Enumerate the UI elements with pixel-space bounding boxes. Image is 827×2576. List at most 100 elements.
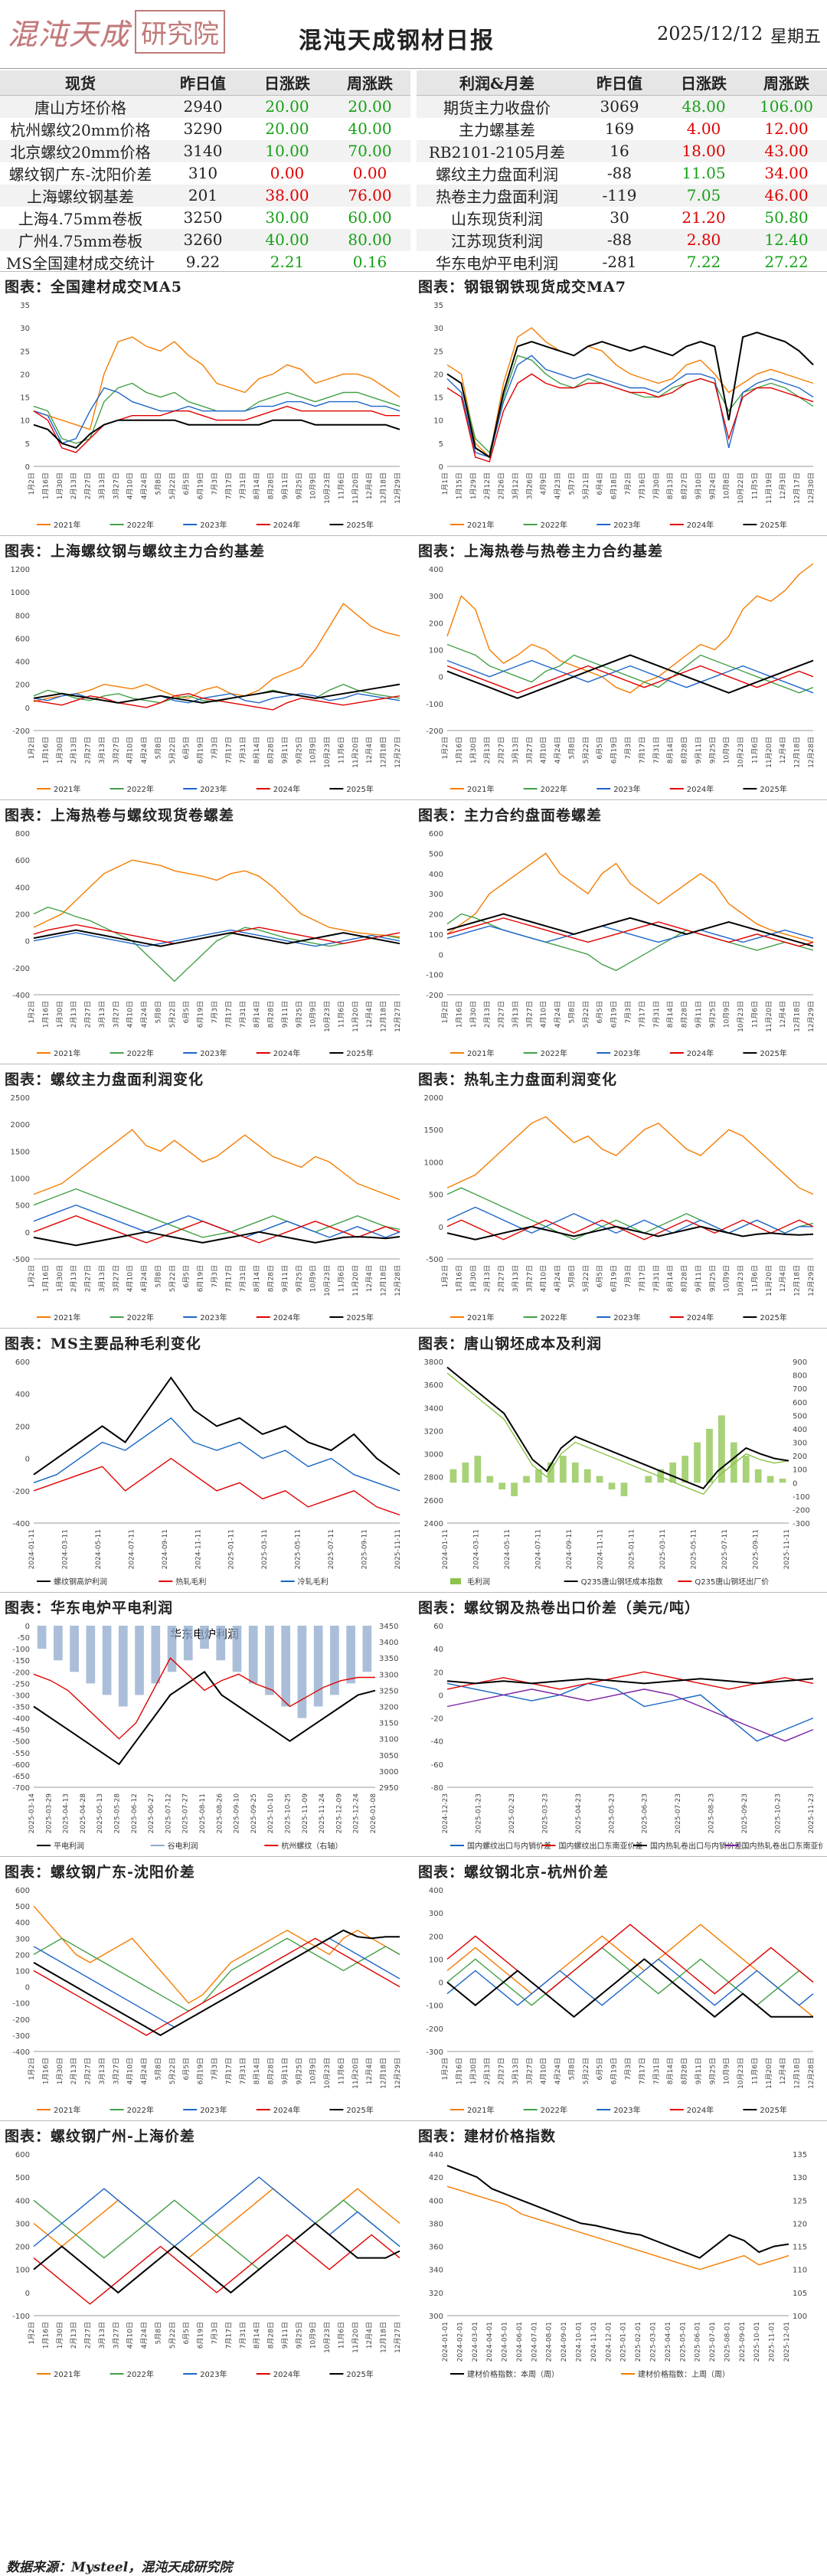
bar (37, 1626, 47, 1649)
section-divider (0, 535, 827, 536)
legend-label: 2022年 (541, 2105, 567, 2115)
x-tick-label: 10月23日 (323, 737, 332, 768)
x-tick-label: 2月13日 (70, 2322, 78, 2349)
x-tick-label: 2024-07-11 (128, 1529, 136, 1569)
x-tick-label: 11月6日 (750, 737, 759, 763)
y-tick-label: -500 (426, 1256, 443, 1264)
x-tick-label: 2024-07-01 (531, 2322, 538, 2362)
series-line (446, 355, 814, 454)
x-tick-label: 5月8日 (567, 2058, 576, 2080)
chart-title: 图表：上海热卷与螺纹现货卷螺差 (5, 807, 235, 824)
series-line (33, 906, 400, 982)
chart-title: 图表：全国建材成交MA5 (5, 279, 182, 296)
y-tick-label: 200 (15, 2244, 30, 2252)
x-tick-label: 2025-07-11 (721, 1529, 729, 1569)
x-tick-label: 9月11日 (281, 1265, 289, 1292)
x-tick-label: 2025-10-23 (775, 1793, 783, 1833)
series-line (446, 917, 814, 947)
table-cell: 10.00 (245, 139, 329, 162)
x-tick-label: 7月31日 (652, 1265, 661, 1292)
y-tick-label: 1500 (424, 1126, 443, 1135)
y-tick-label: 10 (20, 417, 30, 426)
legend-label: 2024年 (273, 1048, 300, 1058)
x-tick-label: 12月4日 (365, 472, 374, 499)
x-tick-label: 2月13日 (70, 472, 78, 499)
x-tick-label: 7月31日 (239, 1001, 247, 1028)
x-tick-label: 2024-07-11 (535, 1529, 543, 1569)
series-line (446, 654, 814, 699)
y-tick-label: -80 (431, 1784, 443, 1793)
data-source-footer: 数据来源：Mysteel，混沌天成研究院 (6, 2560, 233, 2575)
x-tick-label: 7月31日 (239, 2058, 247, 2084)
legend-label: 2022年 (127, 1048, 154, 1058)
bar (200, 1626, 209, 1649)
bar (608, 1483, 616, 1490)
series-line (446, 1372, 789, 1496)
x-tick-label: 2月27日 (498, 2058, 506, 2084)
chart-panel: -200 -100 0 100 200 300 400 500 600 1月2日 1月16日 1月30… (414, 827, 822, 1065)
y-tick-label: 500 (429, 850, 443, 858)
x-tick-label: 6月5日 (182, 1001, 191, 1023)
y-tick-label: 300 (429, 2313, 443, 2321)
chart-svg: -400 -200 0 200 400 600 2024-01-11 2024-03-11 20… (12, 1358, 402, 1587)
y-tick-label: 25 (433, 348, 443, 356)
x-tick-label: 4月24日 (140, 1265, 149, 1292)
table-header: 现货 (0, 70, 161, 96)
x-tick-label: 2月27日 (84, 2322, 93, 2349)
y-tick-label: 35 (433, 302, 443, 310)
chart-panel: -400 -300 -200 -100 0 100 200 300 400 500 600 1月2日 1… (0, 1884, 409, 2122)
x-tick-label: 5月22日 (168, 1001, 177, 1028)
y-tick-label: 200 (15, 682, 30, 690)
series-line (446, 332, 814, 459)
table-cell: 34.00 (764, 164, 809, 182)
x-tick-label: 2025-09-23 (741, 1793, 749, 1833)
x-tick-label: 11月5日 (750, 472, 759, 499)
y2-tick-label: 100 (793, 1466, 807, 1475)
x-tick-label: 12月18日 (793, 1001, 802, 1032)
x-tick-label: 1月16日 (41, 2322, 50, 2349)
x-tick-label: 9月25日 (295, 2322, 303, 2349)
x-tick-label: 12月28日 (807, 2058, 816, 2089)
x-tick-label: 7月3日 (211, 1001, 219, 1023)
table-cell: 唐山方坯价格 (0, 95, 161, 118)
bar (694, 1442, 701, 1483)
x-tick-label: 6月19日 (610, 1265, 619, 1292)
legend-label: 2025年 (346, 2369, 373, 2379)
chart-panel: -200 0 200 400 600 800 1000 1200 1月2日 1月16日 1月30日 2… (0, 563, 409, 801)
table-row: 江苏现货利润 -88 2.80 12.40 (417, 228, 827, 251)
x-tick-label: 11月20日 (351, 737, 360, 768)
y-tick-label: 0 (439, 1979, 443, 1988)
x-tick-label: 2025-10-01 (753, 2322, 761, 2362)
y-tick-label: -400 (12, 992, 30, 1000)
x-tick-label: 2025-05-11 (295, 1529, 302, 1569)
x-tick-label: 2024-09-01 (561, 2322, 568, 2362)
chart-svg: 300 320 340 360 380 400 420 440 100 105 110 115 120 1… (429, 2151, 807, 2379)
x-tick-label: 4月24日 (140, 737, 149, 763)
y-tick-label: -200 (12, 2016, 30, 2025)
series-line (33, 1670, 376, 1766)
x-tick-label: 6月19日 (197, 1001, 205, 1028)
x-tick-label: 2024-11-11 (597, 1529, 605, 1569)
series-line (33, 1657, 375, 1740)
x-tick-label: 2025-09-01 (739, 2322, 747, 2362)
bar (135, 1626, 144, 1695)
y-tick-label: 400 (15, 1919, 30, 1927)
x-tick-label: 1月30日 (56, 1001, 64, 1028)
chart-title: 图表：上海螺纹钢与螺纹主力合约基差 (5, 543, 266, 560)
x-tick-label: 7月17日 (638, 1265, 646, 1292)
x-tick-label: 12月18日 (380, 1265, 388, 1296)
x-tick-label: 4月24日 (140, 472, 149, 499)
y-tick-label: -100 (12, 1646, 30, 1654)
table-cell: 30 (610, 208, 629, 227)
x-tick-label: 2024-11-01 (590, 2322, 598, 2362)
table-cell: 3290 (183, 119, 223, 138)
x-tick-label: 3月27日 (525, 1001, 534, 1028)
y-tick-label: 600 (15, 1358, 30, 1367)
x-tick-label: 1月1日 (441, 472, 449, 495)
x-tick-label: 1月2日 (441, 2058, 449, 2080)
x-tick-label: 2024-01-11 (28, 1529, 36, 1569)
bar (486, 1476, 494, 1483)
x-tick-label: 2025-06-23 (642, 1793, 649, 1833)
x-tick-label: 2月13日 (70, 2058, 78, 2084)
x-tick-label: 11月20日 (351, 1001, 360, 1032)
